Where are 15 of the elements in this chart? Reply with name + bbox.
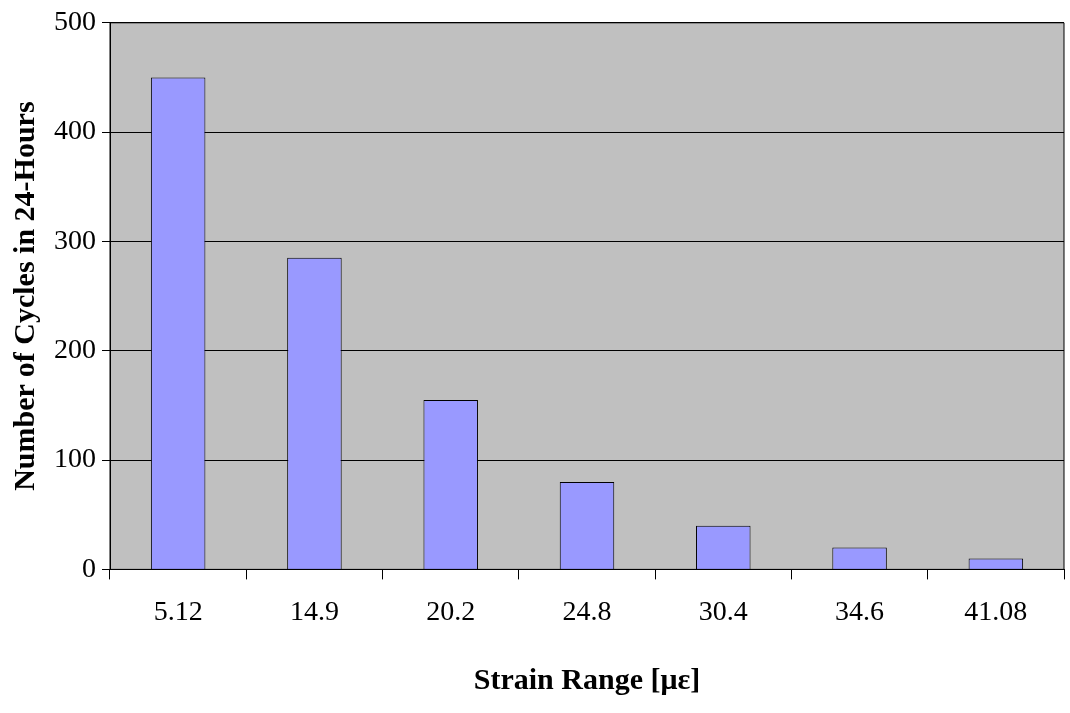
y-tick-label: 200 [54, 333, 96, 365]
y-tick-label: 400 [54, 114, 96, 146]
y-tick-label: 300 [54, 223, 96, 255]
x-tick-label: 30.4 [698, 594, 748, 626]
y-tick-label: 0 [82, 551, 96, 583]
x-tick-label: 41.08 [964, 594, 1028, 626]
x-tick-label: 34.6 [835, 594, 885, 626]
x-tick-label: 14.9 [289, 594, 339, 626]
x-tick-label: 5.12 [153, 594, 203, 626]
x-tick-label: 20.2 [426, 594, 476, 626]
x-tick-label: 24.8 [562, 594, 612, 626]
x-axis-title: Strain Range [με] [473, 661, 701, 695]
y-tick-label: 500 [54, 5, 96, 37]
y-axis-title: Number of Cycles in 24-Hours [6, 101, 40, 491]
y-tick-label: 100 [54, 442, 96, 474]
